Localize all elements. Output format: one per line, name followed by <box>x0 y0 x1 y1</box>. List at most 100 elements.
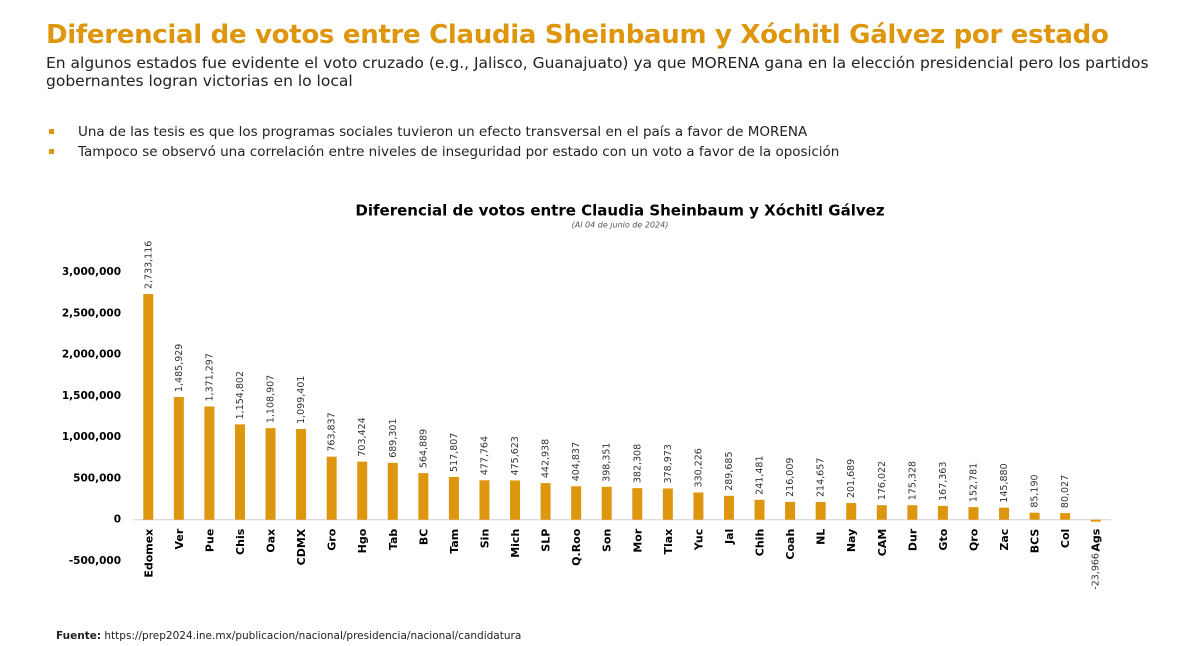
value-label: 289,685 <box>724 451 735 490</box>
bar <box>357 461 368 520</box>
x-tick-label: Tlax <box>662 529 675 555</box>
value-label: 564,889 <box>418 429 429 468</box>
value-label: 330,226 <box>693 448 704 487</box>
x-tick-label: Gto <box>937 528 950 550</box>
y-tick-label: 500,000 <box>73 472 121 484</box>
bar <box>876 505 887 520</box>
x-tick-label: BCS <box>1029 529 1042 554</box>
bar <box>937 505 948 520</box>
x-tick-label: Q.Roo <box>570 528 583 566</box>
chart-subtitle: (Al 04 de junio de 2024) <box>572 221 669 230</box>
chart: Diferencial de votos entre Claudia Shein… <box>62 202 1111 590</box>
value-label: 382,308 <box>632 444 643 483</box>
value-label: 214,657 <box>816 458 827 497</box>
bullet-list: Una de las tesis es que los programas so… <box>46 122 839 162</box>
x-tick-label: Edomex <box>142 529 155 578</box>
y-tick-label: -500,000 <box>69 555 121 567</box>
bar <box>662 488 673 520</box>
x-tick-label: Nay <box>845 529 858 552</box>
value-label: 201,689 <box>846 459 857 498</box>
bar <box>326 456 337 520</box>
bar <box>204 406 215 520</box>
y-tick-label: 0 <box>114 514 121 526</box>
value-label: 517,807 <box>449 433 460 472</box>
x-tick-label: CAM <box>876 529 889 557</box>
bar <box>1090 519 1101 522</box>
value-label: 2,733,116 <box>143 241 154 289</box>
x-tick-label: Oax <box>265 529 278 553</box>
bar <box>785 501 796 520</box>
x-tick-label: Sin <box>478 529 491 549</box>
bar <box>632 488 643 520</box>
y-tick-label: 1,000,000 <box>62 431 121 443</box>
bar <box>540 483 551 520</box>
x-tick-label: Col <box>1059 529 1072 548</box>
source: Fuente: https://prep2024.ine.mx/publicac… <box>56 630 521 642</box>
x-tick-label: Chih <box>754 529 767 557</box>
value-label: 477,764 <box>479 436 490 475</box>
value-label: 703,424 <box>357 417 368 456</box>
bar <box>510 480 521 520</box>
bar <box>265 428 276 520</box>
x-tick-label: Mich <box>509 529 522 558</box>
value-label: 763,837 <box>327 412 338 451</box>
value-label: 475,623 <box>510 436 521 475</box>
y-tick-label: 3,000,000 <box>62 266 121 278</box>
x-tick-label: Dur <box>906 528 919 551</box>
value-label: 398,351 <box>602 443 613 482</box>
bullet: Una de las tesis es que los programas so… <box>46 122 839 142</box>
value-label: 175,328 <box>907 461 918 500</box>
value-label: 1,485,929 <box>174 344 185 392</box>
value-label: 442,938 <box>541 439 552 478</box>
y-tick-label: 2,500,000 <box>62 307 121 319</box>
bar <box>173 397 184 520</box>
value-label: 1,099,401 <box>296 376 307 424</box>
bar <box>387 462 398 520</box>
x-tick-label: Pue <box>203 529 216 552</box>
bar <box>723 495 734 520</box>
x-tick-label: Yuc <box>692 529 705 552</box>
value-label: 378,973 <box>663 444 674 483</box>
bullet: Tampoco se observó una correlación entre… <box>46 142 839 162</box>
value-label: 1,371,297 <box>204 353 215 401</box>
x-tick-label: Mor <box>631 528 644 553</box>
value-label: 80,027 <box>1060 475 1071 508</box>
bar <box>601 486 612 520</box>
slide-subtitle: En algunos estados fue evidente el voto … <box>46 54 1149 90</box>
bar <box>968 507 979 520</box>
x-tick-label: SLP <box>540 529 553 552</box>
value-label: 167,363 <box>938 462 949 501</box>
x-tick-label: Tam <box>448 529 461 554</box>
value-label: 216,009 <box>785 458 796 497</box>
value-label: 176,022 <box>877 461 888 500</box>
x-tick-label: BC <box>417 529 430 545</box>
source-url: https://prep2024.ine.mx/publicacion/naci… <box>104 630 522 642</box>
x-tick-label: Gro <box>326 528 339 550</box>
bar <box>693 492 704 520</box>
bar <box>846 503 857 520</box>
bar <box>815 501 826 520</box>
value-label: 1,154,802 <box>235 371 246 419</box>
x-tick-label: Jal <box>723 529 736 545</box>
x-tick-label: Ver <box>173 528 186 549</box>
y-tick-label: 1,500,000 <box>62 390 121 402</box>
value-label: -23,966 <box>1091 553 1102 590</box>
value-label: 1,108,907 <box>266 375 277 423</box>
x-tick-label: NL <box>815 529 828 545</box>
value-label: 145,880 <box>999 463 1010 502</box>
chart-title: Diferencial de votos entre Claudia Shein… <box>355 202 884 220</box>
bar <box>143 294 154 520</box>
x-tick-label: Qro <box>967 528 980 551</box>
x-tick-label: Ags <box>1090 528 1103 551</box>
value-label: 241,481 <box>755 455 766 494</box>
source-label: Fuente: <box>56 630 102 642</box>
value-label: 404,837 <box>571 442 582 481</box>
bar <box>571 486 582 520</box>
bar <box>234 424 245 520</box>
x-tick-label: Tab <box>387 529 400 551</box>
value-label: 85,190 <box>1030 474 1041 507</box>
value-label: 152,781 <box>968 463 979 502</box>
slide-title: Diferencial de votos entre Claudia Shein… <box>46 20 1109 50</box>
x-tick-label: Son <box>601 529 614 552</box>
